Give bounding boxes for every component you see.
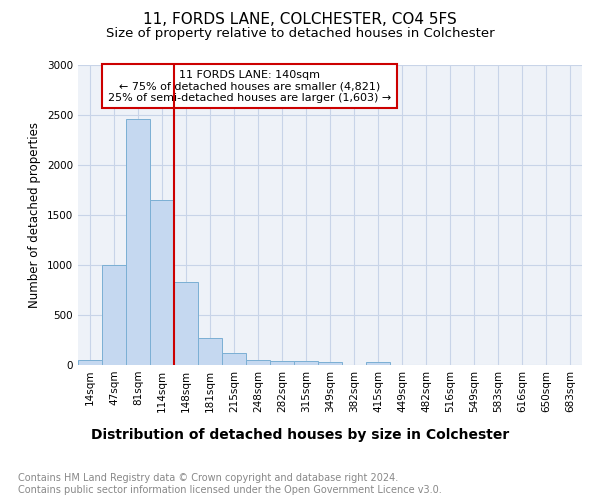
Bar [174,282,198,365]
Text: 11 FORDS LANE: 140sqm
← 75% of detached houses are smaller (4,821)
25% of semi-d: 11 FORDS LANE: 140sqm ← 75% of detached … [108,70,391,102]
Bar [294,361,318,365]
Bar [198,338,222,365]
Text: 11, FORDS LANE, COLCHESTER, CO4 5FS: 11, FORDS LANE, COLCHESTER, CO4 5FS [143,12,457,28]
Y-axis label: Number of detached properties: Number of detached properties [28,122,41,308]
Text: Contains HM Land Registry data © Crown copyright and database right 2024.
Contai: Contains HM Land Registry data © Crown c… [18,474,442,495]
Bar [102,265,126,365]
Bar [78,360,102,365]
Bar [318,362,342,365]
Text: Distribution of detached houses by size in Colchester: Distribution of detached houses by size … [91,428,509,442]
Bar [222,353,246,365]
Bar [366,362,390,365]
Text: Size of property relative to detached houses in Colchester: Size of property relative to detached ho… [106,28,494,40]
Bar [150,200,174,365]
Bar [126,119,150,365]
Bar [270,360,294,365]
Bar [246,360,270,365]
